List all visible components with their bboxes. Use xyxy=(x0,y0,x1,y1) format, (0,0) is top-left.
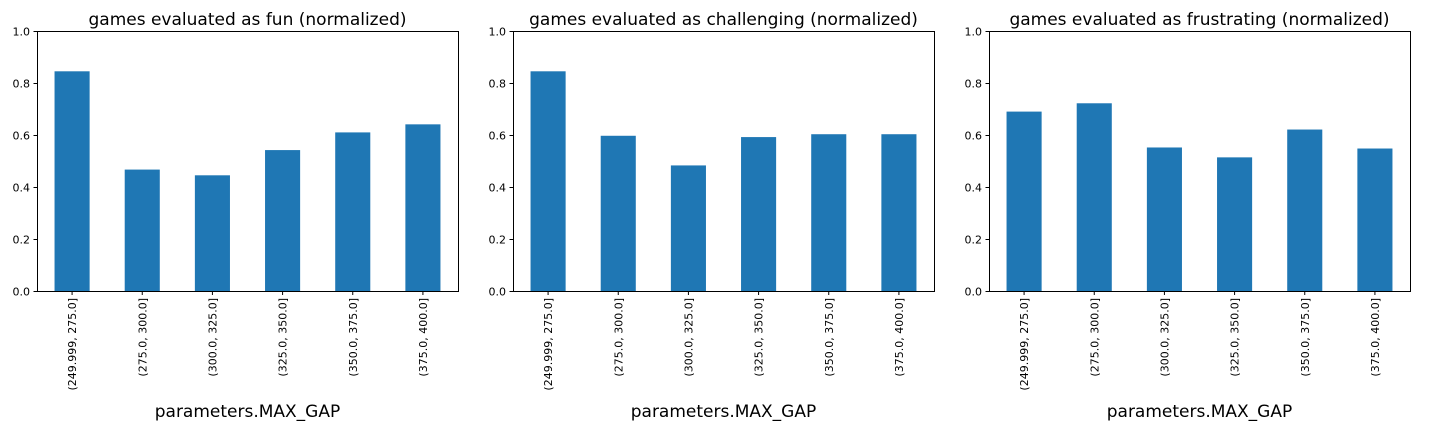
y-tick-label: 0.4 xyxy=(13,182,31,195)
y-tick-label: 0.2 xyxy=(13,234,31,247)
x-axis-label: parameters.MAX_GAP xyxy=(155,402,341,422)
plot-frame xyxy=(513,31,935,292)
x-tick-label: (275.0, 300.0] xyxy=(136,298,149,377)
x-tick-label: (249.999, 275.0] xyxy=(1018,298,1031,391)
y-tick-label: 0.4 xyxy=(965,182,983,195)
x-axis-label: parameters.MAX_GAP xyxy=(631,402,817,422)
bar xyxy=(600,135,636,291)
x-tick-label: (325.0, 350.0] xyxy=(753,298,766,377)
bar xyxy=(1076,103,1112,291)
bar xyxy=(670,165,706,291)
chart-panel-frustrating: games evaluated as frustrating (normaliz… xyxy=(965,10,1411,422)
x-tick-label: (350.0, 375.0] xyxy=(823,298,836,377)
y-tick-label: 0.6 xyxy=(13,130,31,143)
chart-panel-fun: games evaluated as fun (normalized) para… xyxy=(13,10,459,422)
chart-panel-challenging: games evaluated as challenging (normaliz… xyxy=(489,10,935,422)
bar xyxy=(1006,111,1042,291)
y-tick-label: 0.6 xyxy=(489,130,507,143)
bar xyxy=(1357,148,1393,291)
bar xyxy=(881,134,917,291)
bar xyxy=(811,134,847,291)
x-tick-label: (325.0, 350.0] xyxy=(1229,298,1242,377)
bar xyxy=(335,132,371,291)
x-tick-label: (375.0, 400.0] xyxy=(893,298,906,377)
y-tick-label: 0.0 xyxy=(13,286,31,299)
y-tick-label: 1.0 xyxy=(965,26,983,39)
x-tick-label: (275.0, 300.0] xyxy=(1088,298,1101,377)
y-tick-label: 0.8 xyxy=(489,78,507,91)
x-tick-label: (350.0, 375.0] xyxy=(347,298,360,377)
bar xyxy=(405,124,441,291)
y-tick-label: 0.2 xyxy=(489,234,507,247)
chart-title: games evaluated as challenging (normaliz… xyxy=(529,10,918,30)
y-tick-label: 0.8 xyxy=(965,78,983,91)
x-tick-label: (300.0, 325.0] xyxy=(1158,298,1171,377)
x-tick-label: (275.0, 300.0] xyxy=(612,298,625,377)
bar xyxy=(1146,147,1182,291)
x-axis-label: parameters.MAX_GAP xyxy=(1107,402,1293,422)
bar xyxy=(530,71,566,291)
y-tick-label: 0.4 xyxy=(489,182,507,195)
bar xyxy=(1217,157,1253,291)
y-tick-label: 1.0 xyxy=(489,26,507,39)
y-tick-label: 0.8 xyxy=(13,78,31,91)
y-tick-label: 0.0 xyxy=(489,286,507,299)
y-tick-label: 1.0 xyxy=(13,26,31,39)
chart-title: games evaluated as frustrating (normaliz… xyxy=(1009,10,1389,30)
bar xyxy=(265,150,301,291)
x-tick-label: (350.0, 375.0] xyxy=(1299,298,1312,377)
plot-frame xyxy=(989,31,1411,292)
bar xyxy=(54,71,90,291)
y-tick-label: 0.2 xyxy=(965,234,983,247)
x-tick-label: (375.0, 400.0] xyxy=(1369,298,1382,377)
bar xyxy=(741,137,777,291)
x-tick-label: (249.999, 275.0] xyxy=(542,298,555,391)
bar xyxy=(124,169,160,291)
y-tick-label: 0.0 xyxy=(965,286,983,299)
x-tick-label: (325.0, 350.0] xyxy=(277,298,290,377)
x-tick-label: (300.0, 325.0] xyxy=(206,298,219,377)
bar xyxy=(1287,129,1323,291)
chart-title: games evaluated as fun (normalized) xyxy=(88,10,406,30)
bar xyxy=(194,175,230,291)
x-tick-label: (249.999, 275.0] xyxy=(66,298,79,391)
y-tick-label: 0.6 xyxy=(965,130,983,143)
x-tick-label: (300.0, 325.0] xyxy=(682,298,695,377)
plot-frame xyxy=(37,31,459,292)
x-tick-label: (375.0, 400.0] xyxy=(417,298,430,377)
